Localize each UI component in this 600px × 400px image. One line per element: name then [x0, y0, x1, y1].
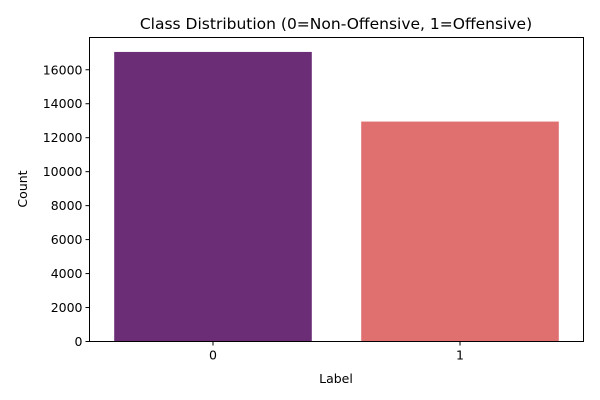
- bar-0: [114, 51, 312, 342]
- plot-frame: [89, 37, 584, 342]
- y-tick-label: 10000: [43, 164, 83, 179]
- y-tick-label: 0: [75, 334, 83, 349]
- y-tick-label: 8000: [51, 198, 83, 213]
- y-tick-label: 16000: [43, 62, 83, 77]
- y-tick-label: 2000: [51, 300, 83, 315]
- y-tick-label: 6000: [51, 232, 83, 247]
- chart-title: Class Distribution (0=Non-Offensive, 1=O…: [140, 15, 532, 33]
- y-ticks-group: 0 2000 4000 6000 8000 10000 12000 14000 16000: [43, 62, 90, 349]
- bars-group: [114, 51, 559, 342]
- bar-1: [361, 121, 559, 342]
- y-tick-label: 12000: [43, 130, 83, 145]
- y-axis-label: Count: [15, 170, 30, 207]
- x-tick-label: 0: [209, 348, 217, 363]
- y-tick-label: 4000: [51, 266, 83, 281]
- x-tick-label: 1: [456, 348, 464, 363]
- y-tick-label: 14000: [43, 96, 83, 111]
- x-axis-label: Label: [319, 371, 353, 386]
